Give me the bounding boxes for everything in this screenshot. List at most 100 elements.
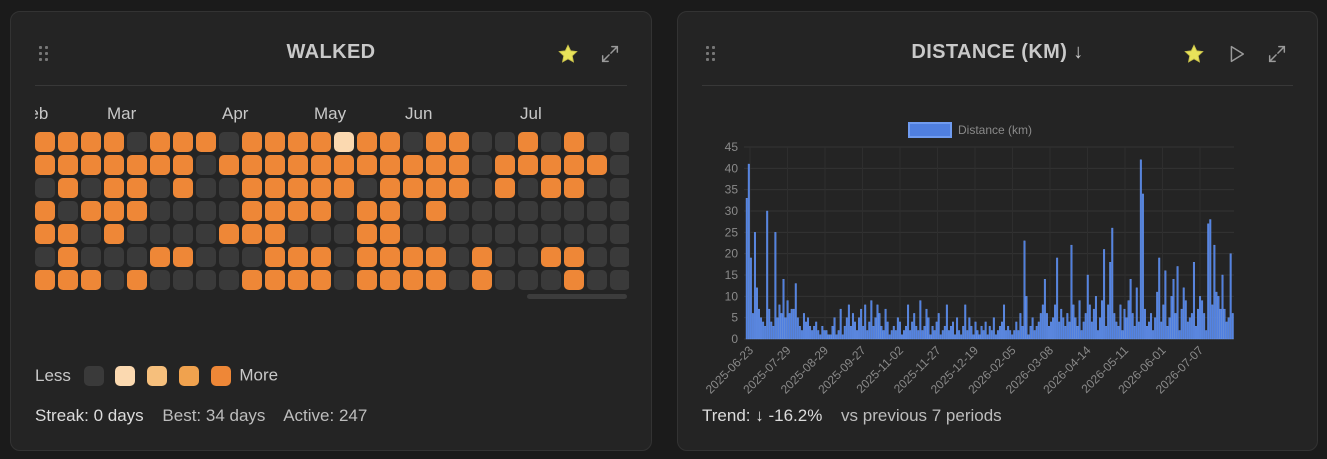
heatmap-cell[interactable] <box>219 270 239 290</box>
heatmap-cell[interactable] <box>380 132 400 152</box>
heatmap-cell[interactable] <box>610 201 629 221</box>
heatmap-cell[interactable] <box>518 270 538 290</box>
heatmap-cell[interactable] <box>58 247 78 267</box>
heatmap-cell[interactable] <box>150 178 170 198</box>
heatmap-cell[interactable] <box>610 132 629 152</box>
heatmap-cell[interactable] <box>150 224 170 244</box>
heatmap-cell[interactable] <box>518 224 538 244</box>
heatmap-cell[interactable] <box>150 270 170 290</box>
heatmap-cell[interactable] <box>288 224 308 244</box>
heatmap-cell[interactable] <box>449 224 469 244</box>
heatmap-cell[interactable] <box>334 270 354 290</box>
heatmap-cell[interactable] <box>58 270 78 290</box>
heatmap-cell[interactable] <box>426 270 446 290</box>
heatmap-cell[interactable] <box>472 178 492 198</box>
heatmap-cell[interactable] <box>173 178 193 198</box>
heatmap-cell[interactable] <box>35 270 55 290</box>
heatmap-cell[interactable] <box>334 155 354 175</box>
heatmap-cell[interactable] <box>403 132 423 152</box>
heatmap-cell[interactable] <box>587 155 607 175</box>
heatmap-cell[interactable] <box>472 132 492 152</box>
heatmap-cell[interactable] <box>449 247 469 267</box>
heatmap-cell[interactable] <box>219 247 239 267</box>
heatmap-cell[interactable] <box>426 132 446 152</box>
heatmap-cell[interactable] <box>288 155 308 175</box>
heatmap-cell[interactable] <box>242 224 262 244</box>
heatmap-cell[interactable] <box>426 178 446 198</box>
heatmap-cell[interactable] <box>58 132 78 152</box>
heatmap-cell[interactable] <box>334 132 354 152</box>
heatmap-cell[interactable] <box>311 132 331 152</box>
heatmap-cell[interactable] <box>104 178 124 198</box>
heatmap-cell[interactable] <box>495 132 515 152</box>
heatmap-cell[interactable] <box>311 247 331 267</box>
heatmap-cell[interactable] <box>357 155 377 175</box>
heatmap-cell[interactable] <box>334 201 354 221</box>
heatmap-cell[interactable] <box>219 132 239 152</box>
heatmap-cell[interactable] <box>242 270 262 290</box>
heatmap-cell[interactable] <box>58 201 78 221</box>
heatmap-cell[interactable] <box>472 201 492 221</box>
heatmap-cell[interactable] <box>35 132 55 152</box>
heatmap-cell[interactable] <box>81 155 101 175</box>
heatmap-cell[interactable] <box>357 224 377 244</box>
heatmap-cell[interactable] <box>311 178 331 198</box>
heatmap-cell[interactable] <box>426 155 446 175</box>
heatmap-cell[interactable] <box>587 270 607 290</box>
heatmap-cell[interactable] <box>311 201 331 221</box>
heatmap-cell[interactable] <box>288 247 308 267</box>
heatmap-cell[interactable] <box>564 178 584 198</box>
heatmap-cell[interactable] <box>288 201 308 221</box>
heatmap-cell[interactable] <box>58 224 78 244</box>
heatmap-cell[interactable] <box>81 201 101 221</box>
heatmap-cell[interactable] <box>564 201 584 221</box>
heatmap-cell[interactable] <box>587 178 607 198</box>
heatmap-cell[interactable] <box>518 132 538 152</box>
heatmap-cell[interactable] <box>219 201 239 221</box>
heatmap-cell[interactable] <box>219 155 239 175</box>
heatmap-cell[interactable] <box>426 247 446 267</box>
heatmap-cell[interactable] <box>196 224 216 244</box>
heatmap-cell[interactable] <box>564 132 584 152</box>
star-icon[interactable] <box>1183 43 1205 65</box>
star-icon[interactable] <box>557 43 579 65</box>
heatmap-cell[interactable] <box>242 178 262 198</box>
heatmap-cell[interactable] <box>196 270 216 290</box>
heatmap-cell[interactable] <box>403 201 423 221</box>
heatmap-cell[interactable] <box>541 201 561 221</box>
heatmap-cell[interactable] <box>449 155 469 175</box>
heatmap-cell[interactable] <box>518 247 538 267</box>
heatmap-cell[interactable] <box>104 224 124 244</box>
heatmap-cell[interactable] <box>403 155 423 175</box>
heatmap-cell[interactable] <box>127 155 147 175</box>
heatmap-cell[interactable] <box>127 132 147 152</box>
heatmap-cell[interactable] <box>81 178 101 198</box>
heatmap-cell[interactable] <box>173 201 193 221</box>
heatmap-cell[interactable] <box>265 224 285 244</box>
heatmap-cell[interactable] <box>173 247 193 267</box>
heatmap-cell[interactable] <box>242 155 262 175</box>
heatmap-cell[interactable] <box>242 132 262 152</box>
heatmap-cell[interactable] <box>380 201 400 221</box>
heatmap-cell[interactable] <box>311 155 331 175</box>
heatmap-cell[interactable] <box>81 224 101 244</box>
heatmap-cell[interactable] <box>403 178 423 198</box>
heatmap-cell[interactable] <box>426 224 446 244</box>
heatmap-cell[interactable] <box>357 132 377 152</box>
heatmap-cell[interactable] <box>357 270 377 290</box>
expand-icon[interactable] <box>599 43 621 65</box>
heatmap-cell[interactable] <box>357 247 377 267</box>
heatmap-cell[interactable] <box>610 155 629 175</box>
heatmap-cell[interactable] <box>564 155 584 175</box>
heatmap-cell[interactable] <box>173 155 193 175</box>
heatmap-cell[interactable] <box>104 201 124 221</box>
heatmap-cell[interactable] <box>150 155 170 175</box>
heatmap-cell[interactable] <box>242 247 262 267</box>
heatmap-cell[interactable] <box>104 247 124 267</box>
heatmap-cell[interactable] <box>196 247 216 267</box>
heatmap-cell[interactable] <box>196 178 216 198</box>
heatmap-cell[interactable] <box>587 224 607 244</box>
heatmap-cell[interactable] <box>265 178 285 198</box>
heatmap-cell[interactable] <box>449 132 469 152</box>
heatmap-cell[interactable] <box>610 224 629 244</box>
